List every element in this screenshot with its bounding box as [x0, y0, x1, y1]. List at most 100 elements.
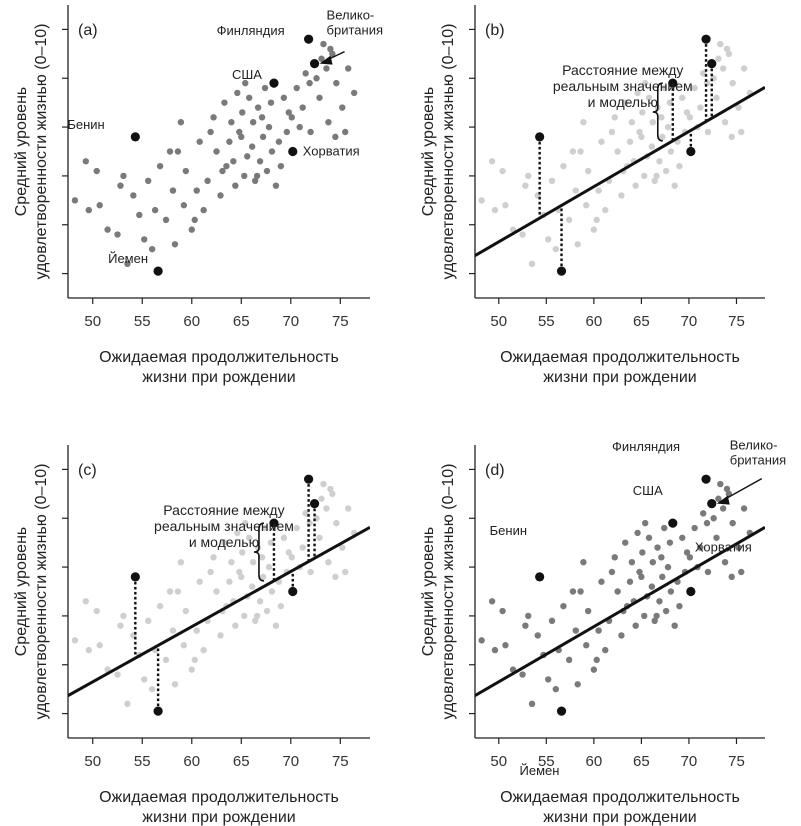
country-label: США	[232, 67, 262, 82]
data-point	[342, 568, 349, 576]
country-label: Бенин	[67, 117, 104, 132]
data-point	[226, 578, 233, 585]
data-point	[735, 104, 742, 111]
data-point	[602, 646, 609, 654]
x-tick-label: 55	[538, 313, 555, 330]
arrow-head	[716, 495, 730, 505]
data-point	[342, 128, 349, 136]
data-point	[329, 490, 336, 498]
data-point	[241, 612, 248, 620]
data-point	[232, 182, 239, 189]
data-point	[572, 187, 579, 194]
x-axis-title-line1: Ожидаемая продолжительность	[99, 349, 339, 366]
highlighted-point	[686, 586, 696, 597]
data-point	[169, 187, 177, 194]
data-point	[232, 622, 239, 629]
data-point	[703, 519, 711, 527]
data-point	[519, 671, 526, 678]
data-point	[318, 55, 325, 62]
data-point	[188, 226, 195, 233]
data-point	[191, 656, 198, 664]
data-point	[93, 167, 100, 175]
data-point	[217, 192, 224, 199]
data-point	[608, 568, 616, 576]
data-point	[569, 148, 577, 155]
data-point	[339, 104, 346, 111]
data-point	[525, 612, 532, 620]
data-point	[323, 505, 330, 512]
data-point	[628, 119, 636, 126]
x-tick-label: 60	[183, 313, 200, 330]
data-point	[653, 172, 660, 180]
data-point	[666, 539, 674, 546]
data-point	[288, 554, 295, 561]
data-point	[679, 94, 686, 101]
x-tick-label: 60	[183, 753, 200, 770]
data-point	[545, 676, 552, 683]
data-point	[339, 544, 346, 551]
y-axis-title-line2: удовлетворенности жизнью (0–10)	[33, 23, 50, 279]
country-label: Бенин	[490, 523, 527, 538]
data-point	[200, 206, 207, 214]
data-point	[207, 568, 214, 576]
data-point	[704, 568, 712, 576]
data-point	[641, 519, 649, 527]
data-point	[738, 568, 745, 576]
data-point	[253, 172, 261, 180]
data-point	[548, 177, 556, 184]
country-label: Хорватия	[303, 144, 360, 159]
data-point	[350, 89, 358, 97]
data-point	[710, 515, 717, 522]
data-point	[719, 65, 727, 72]
data-point	[114, 231, 121, 238]
highlighted-point	[153, 266, 163, 276]
data-point	[277, 602, 285, 610]
highlighted-point	[701, 34, 711, 44]
data-point	[552, 245, 560, 253]
data-point	[593, 216, 600, 224]
data-point	[618, 192, 625, 199]
data-point	[236, 128, 243, 136]
data-point	[699, 510, 707, 517]
data-point	[246, 94, 253, 101]
data-point	[316, 94, 323, 101]
data-point	[656, 598, 663, 605]
data-point	[217, 632, 224, 639]
data-point	[661, 524, 668, 532]
data-point	[219, 167, 226, 175]
x-axis-title-line1: Ожидаемая продолжительность	[500, 349, 740, 366]
data-point	[499, 167, 506, 175]
data-point	[676, 162, 683, 170]
x-tick-label: 60	[586, 753, 603, 770]
data-point	[634, 89, 641, 97]
x-axis-title-line2: жизни при рождении	[543, 809, 696, 826]
data-point	[156, 162, 164, 170]
y-axis-title-line2: удовлетворенности жизнью (0–10)	[440, 23, 457, 279]
data-point	[265, 123, 273, 131]
data-point	[259, 133, 267, 141]
x-axis-title-line1: Ожидаемая продолжительность	[500, 789, 740, 806]
data-point	[548, 617, 556, 624]
highlighted-point	[288, 146, 298, 157]
data-point	[200, 646, 207, 654]
data-point	[93, 607, 100, 615]
country-label: Йемен	[520, 763, 560, 778]
y-axis-title-line1: Средний уровень	[13, 87, 30, 217]
data-point	[325, 119, 332, 126]
highlighted-point	[668, 78, 678, 88]
panel-c: 50 55 60 65 70 75 Ожидаемая продолжительность ж…	[13, 445, 370, 826]
data-point	[583, 642, 590, 649]
data-point	[611, 554, 618, 561]
data-point	[719, 505, 727, 512]
highlighted-point	[153, 706, 163, 716]
data-point	[96, 642, 103, 649]
data-point	[638, 133, 645, 141]
data-point	[574, 241, 581, 248]
data-point	[723, 45, 731, 53]
data-point	[251, 617, 259, 624]
country-label: Йемен	[108, 251, 148, 266]
data-point	[226, 138, 233, 145]
data-point	[256, 598, 264, 605]
x-tick-label: 50	[84, 753, 101, 770]
country-label: Велико-британия	[327, 8, 383, 38]
